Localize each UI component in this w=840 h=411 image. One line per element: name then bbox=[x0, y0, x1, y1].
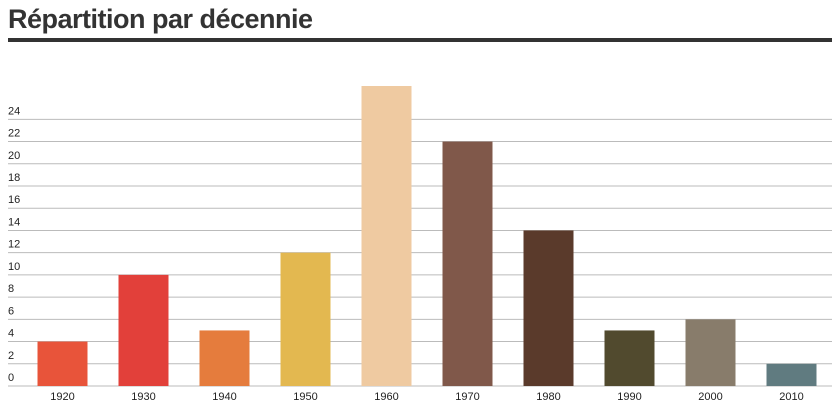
bar bbox=[442, 141, 493, 386]
bar bbox=[604, 330, 655, 386]
bar bbox=[118, 274, 169, 386]
y-tick-label: 8 bbox=[8, 283, 14, 295]
bar bbox=[199, 330, 250, 386]
y-tick-label: 0 bbox=[8, 372, 14, 384]
y-tick-label: 24 bbox=[8, 105, 20, 117]
y-tick-label: 14 bbox=[8, 216, 20, 228]
title-rule bbox=[8, 38, 832, 42]
x-tick-label: 1960 bbox=[374, 391, 398, 403]
bar bbox=[523, 230, 574, 386]
y-tick-label: 6 bbox=[8, 305, 14, 317]
y-tick-label: 12 bbox=[8, 239, 20, 251]
y-tick-label: 20 bbox=[8, 150, 20, 162]
x-tick-label: 1980 bbox=[536, 391, 560, 403]
bar bbox=[37, 341, 88, 386]
bar bbox=[685, 319, 736, 386]
bar bbox=[280, 252, 331, 386]
y-tick-label: 10 bbox=[8, 261, 20, 273]
bar bbox=[361, 86, 412, 386]
x-tick-label: 1950 bbox=[293, 391, 317, 403]
y-tick-label: 4 bbox=[8, 328, 14, 340]
x-tick-label: 1990 bbox=[617, 391, 641, 403]
x-tick-label: 1970 bbox=[455, 391, 479, 403]
bar bbox=[766, 363, 817, 386]
x-tick-label: 1930 bbox=[131, 391, 155, 403]
chart-title: Répartition par décennie bbox=[8, 4, 313, 34]
y-tick-label: 2 bbox=[8, 350, 14, 362]
y-tick-label: 18 bbox=[8, 172, 20, 184]
x-tick-label: 2010 bbox=[779, 391, 803, 403]
y-tick-label: 16 bbox=[8, 194, 20, 206]
x-tick-label: 1940 bbox=[212, 391, 236, 403]
x-tick-label: 1920 bbox=[50, 391, 74, 403]
y-tick-label: 22 bbox=[8, 128, 20, 140]
x-tick-label: 2000 bbox=[698, 391, 722, 403]
